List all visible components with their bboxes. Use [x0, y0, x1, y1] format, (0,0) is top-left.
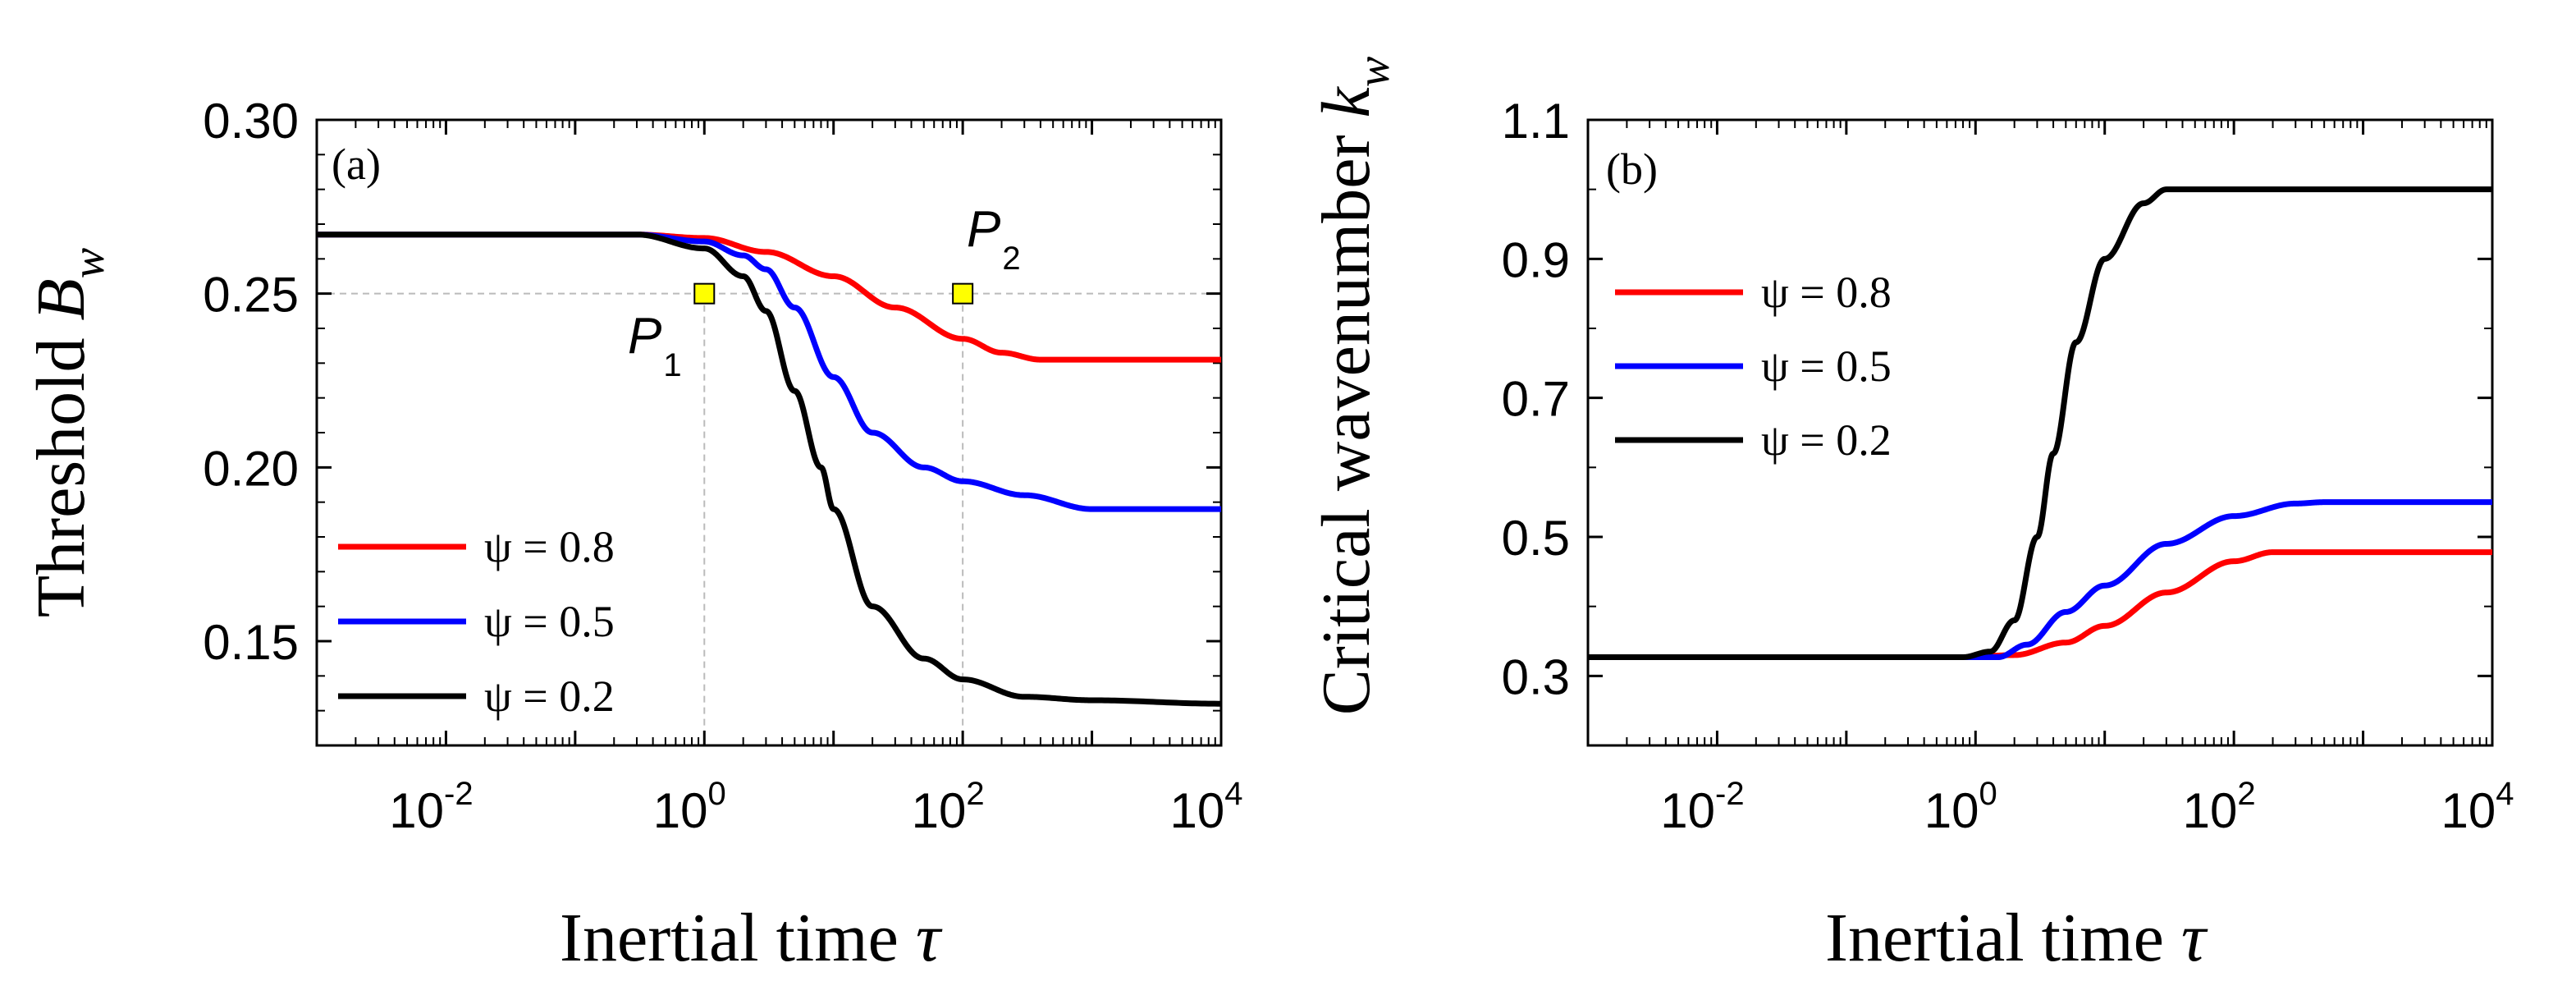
chart-b-legend-item-psi-0-2: ψ = 0.2 [1615, 415, 1892, 465]
chart-b-legend-item-psi-0-5: ψ = 0.5 [1615, 342, 1892, 391]
chart-a-legend-item-psi-0-8: ψ = 0.8 [338, 522, 615, 571]
chart-a-legend-label-psi-0-5: ψ = 0.5 [484, 597, 615, 646]
chart-b-legend-label-psi-0-8: ψ = 0.8 [1761, 268, 1892, 317]
chart-b-panel-label: (b) [1606, 144, 1658, 194]
chart-a-panel-label: (a) [332, 140, 381, 189]
chart-a: 0.15 0.20 0.25 0.30 10-2 100 102 104 (a) P1 P2… [23, 94, 1243, 976]
chart-a-marker-square-0 [693, 282, 716, 305]
chart-b-x-tick-label: 104 [2441, 776, 2514, 838]
chart-b-legend-label-psi-0-2: ψ = 0.2 [1761, 415, 1892, 465]
chart-b-y-axis-title: Critical wavenumber kw [1308, 57, 1399, 715]
chart-a-x-tick-label: 104 [1170, 776, 1243, 838]
chart-a-legend-label-psi-0-8: ψ = 0.8 [484, 522, 615, 571]
chart-a-y-tick-labels: 0.15 0.20 0.25 0.30 [203, 94, 299, 670]
chart-b-legend: ψ = 0.8 ψ = 0.5 ψ = 0.2 [1615, 268, 1892, 465]
chart-b-y-tick-label: 0.3 [1502, 649, 1570, 704]
chart-a-legend-label-psi-0-2: ψ = 0.2 [484, 672, 615, 721]
chart-b-y-tick-label: 0.9 [1502, 232, 1570, 287]
chart-a-y-tick-label: 0.30 [203, 94, 299, 149]
chart-a-markers [693, 282, 974, 305]
chart-a-x-tick-label: 100 [653, 776, 726, 838]
chart-b: 0.3 0.5 0.7 0.9 1.1 10-2 100 102 104 (b) ψ = 0.… [1308, 57, 2514, 976]
chart-a-y-tick-label: 0.25 [203, 268, 299, 323]
chart-b-plot-frame [1586, 118, 2494, 747]
chart-a-x-tick-label: 102 [912, 776, 985, 838]
chart-b-x-axis-title: Inertial time τ [1825, 900, 2208, 976]
chart-a-y-axis-title: Threshold Bw [23, 248, 114, 617]
chart-a-x-tick-label: 10-2 [389, 776, 473, 838]
chart-b-series-line-0 [1588, 549, 2492, 660]
chart-a-legend-item-psi-0-5: ψ = 0.5 [338, 597, 615, 646]
chart-b-x-tick-label: 10-2 [1660, 776, 1744, 838]
chart-b-tick-marks [1586, 120, 2494, 745]
chart-b-x-tick-label: 102 [2183, 776, 2256, 838]
chart-a-marker-label-p1: P1 [628, 308, 682, 383]
chart-b-y-tick-label: 0.5 [1502, 511, 1570, 566]
chart-b-legend-item-psi-0-8: ψ = 0.8 [1615, 268, 1892, 317]
chart-a-marker-label-p2: P2 [967, 201, 1021, 277]
chart-b-series-line-2 [1588, 186, 2492, 660]
chart-a-legend-item-psi-0-2: ψ = 0.2 [338, 672, 615, 721]
chart-b-series-line-1 [1588, 499, 2492, 660]
chart-a-series-line-2 [317, 232, 1222, 707]
chart-b-x-tick-label: 100 [1924, 776, 1997, 838]
chart-a-series-line-1 [317, 232, 1221, 512]
chart-a-series-group [317, 232, 1222, 707]
chart-a-x-tick-labels: 10-2 100 102 104 [389, 776, 1242, 838]
chart-b-series-group [1588, 186, 2492, 660]
chart-a-legend: ψ = 0.8 ψ = 0.5 ψ = 0.2 [338, 522, 615, 721]
chart-a-x-axis-title: Inertial time τ [560, 900, 943, 976]
chart-a-series-line-0 [317, 232, 1221, 363]
chart-a-y-tick-label: 0.15 [203, 615, 299, 670]
chart-b-x-tick-labels: 10-2 100 102 104 [1660, 776, 2514, 838]
chart-a-plot-frame [315, 118, 1223, 747]
chart-b-legend-label-psi-0-5: ψ = 0.5 [1761, 342, 1892, 391]
chart-a-reference-lines [317, 292, 1221, 745]
chart-a-tick-marks [315, 120, 1223, 745]
chart-b-y-tick-labels: 0.3 0.5 0.7 0.9 1.1 [1502, 94, 1570, 704]
chart-a-y-tick-label: 0.20 [203, 441, 299, 496]
chart-b-y-tick-label: 1.1 [1502, 94, 1570, 149]
chart-a-marker-square-1 [952, 282, 974, 305]
chart-b-y-tick-label: 0.7 [1502, 372, 1570, 427]
